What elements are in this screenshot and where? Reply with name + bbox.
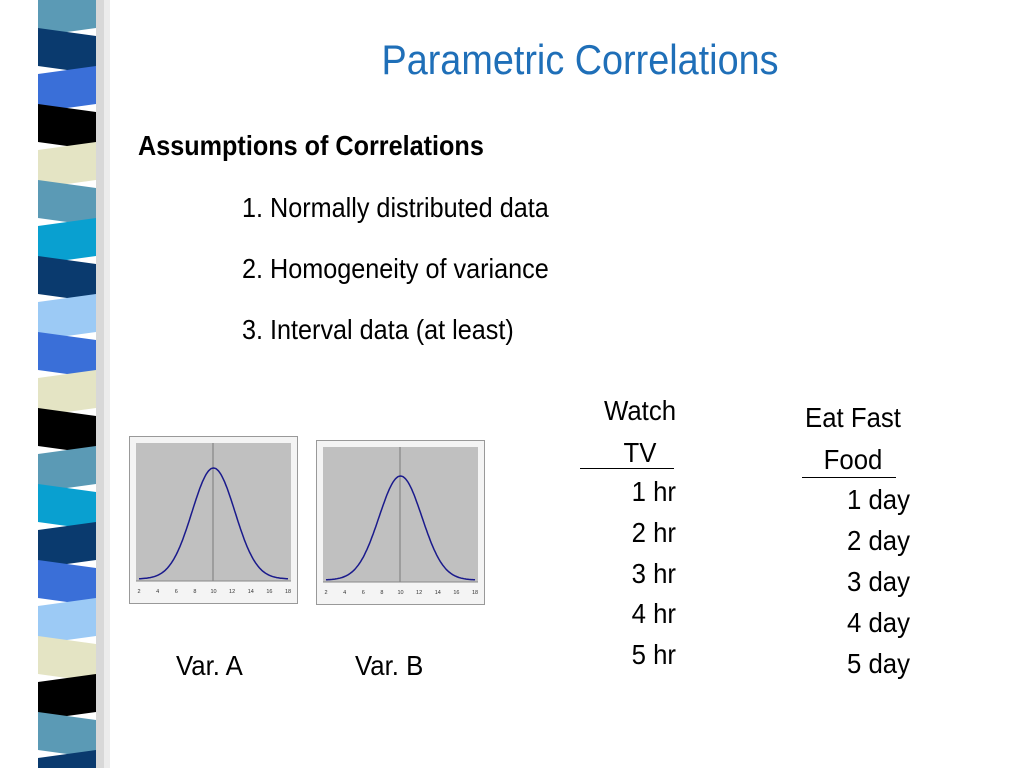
var-a-label: Var. A [176,650,243,681]
watch-tv-header-line1: Watch [603,395,677,426]
x-tick-label: 10 [210,589,216,595]
fast-food-value: 2 day [846,525,910,556]
x-tick-label: 16 [266,589,272,595]
x-tick-label: 12 [416,590,422,596]
x-tick-label: 8 [380,590,383,596]
fast-food-value: 1 day [846,484,910,515]
normal-curve [139,467,288,580]
x-tick-label: 6 [362,590,365,596]
x-tick-label: 16 [453,590,459,596]
var-b-label: Var. B [355,650,424,681]
watch-tv-header-rule [580,468,674,469]
x-tick-label: 18 [472,590,478,596]
normal-curve [325,475,476,581]
x-tick-label: 4 [343,590,346,596]
x-tick-label: 14 [248,589,254,595]
assumption-item-3: 3. Interval data (at least) [242,314,514,345]
fast-food-header-rule [802,477,896,478]
watch-tv-value: 1 hr [631,476,676,507]
assumptions-heading: Assumptions of Correlations [138,130,484,161]
fast-food-value: 3 day [846,566,910,597]
x-tick-label: 18 [285,589,291,595]
assumption-item-2: 2. Homogeneity of variance [242,253,549,284]
fast-food-header: Eat Fast Food [795,397,911,481]
x-tick-label: 6 [175,589,178,595]
x-tick-label: 10 [397,590,403,596]
slide-title: Parametric Correlations [381,36,779,83]
assumption-item-1: 1. Normally distributed data [242,192,549,223]
fast-food-header-line1: Eat Fast [805,402,901,433]
normal-curve-plot-var-a: 2 4 6 8 10 12 14 16 18 [129,436,298,604]
x-tick-label: 14 [435,590,441,596]
watch-tv-value: 5 hr [631,639,676,670]
x-tick-label: 2 [324,590,327,596]
x-tick-label: 8 [193,589,196,595]
watch-tv-value: 4 hr [631,598,676,629]
fast-food-header-line2: Food [823,444,883,475]
fast-food-value: 4 day [846,607,910,638]
fast-food-value: 5 day [846,648,910,679]
x-tick-label: 2 [137,589,140,595]
watch-tv-value: 2 hr [631,517,676,548]
watch-tv-header: Watch TV [585,390,695,474]
watch-tv-header-line2: TV [623,437,657,468]
normal-curve-plot-var-b: 2 4 6 8 10 12 14 16 18 [316,440,485,605]
watch-tv-value: 3 hr [631,558,676,589]
x-tick-label: 4 [156,589,159,595]
x-tick-label: 12 [229,589,235,595]
decorative-stripe-bar [0,0,116,768]
